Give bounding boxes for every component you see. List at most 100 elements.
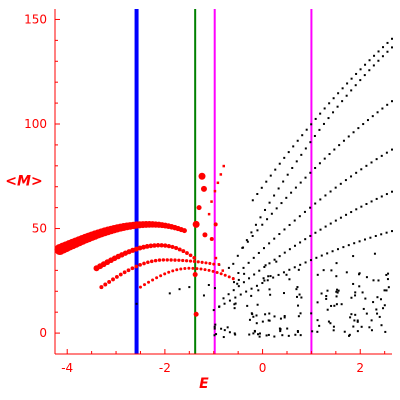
black-curve-3-point (261, 223, 264, 226)
black-curve-4-point (370, 161, 373, 164)
red-series-3-point (204, 261, 208, 265)
black-curve-6-point (369, 236, 372, 239)
red-series-2-point (188, 253, 193, 258)
red-series-4-point (151, 278, 155, 282)
black-scatter-point (372, 301, 375, 304)
black-scatter-point (386, 278, 389, 281)
black-scatter-point (255, 322, 258, 325)
black-scatter-point (349, 316, 352, 319)
black-curve-5-point (299, 241, 302, 244)
red-series-3-point (177, 258, 181, 262)
x-tick-label: 2 (356, 361, 364, 375)
red-series-4-point (138, 285, 142, 289)
red-series-2-point (159, 243, 164, 248)
black-curve-4-point (391, 148, 393, 151)
black-scatter-point (316, 273, 319, 276)
black-scatter-point (385, 273, 388, 276)
black-scatter-point (222, 336, 225, 339)
black-scatter-point (356, 320, 359, 323)
red-series-2-point (192, 256, 196, 260)
black-curve-4-point (334, 186, 337, 189)
black-curve-3-point (290, 191, 293, 194)
black-curve-2-point (359, 68, 362, 71)
black-curve-4-point (303, 210, 306, 213)
black-scatter-point (268, 312, 271, 315)
black-scatter-point (267, 275, 270, 278)
black-curve-4-point (237, 272, 240, 275)
black-curve-5-point (385, 193, 388, 196)
black-scatter-point (226, 326, 229, 329)
black-scatter-point (299, 334, 302, 337)
x-tick-label: -4 (61, 361, 73, 375)
black-scatter-point (282, 292, 285, 295)
black-curve-2-point (337, 92, 340, 95)
black-scatter-point (275, 260, 278, 263)
black-curve-5-point (278, 255, 281, 258)
black-curve-3-point (391, 100, 393, 103)
black-scatter-point (213, 287, 216, 290)
black-scatter-point (299, 312, 302, 315)
black-curve-4-point (288, 223, 291, 226)
black-scatter-point (250, 312, 253, 315)
black-scatter-point (336, 291, 339, 294)
black-curve-1-point (250, 231, 253, 234)
black-curve-6-point (266, 279, 269, 282)
black-scatter-point (332, 329, 335, 332)
red-series-4-point (203, 268, 207, 272)
black-scatter-point (311, 330, 314, 333)
black-point-series (135, 37, 393, 339)
red-series-3-point (146, 260, 150, 265)
black-scatter-point (233, 303, 236, 306)
red-series-3-point (107, 279, 112, 284)
black-scatter-point (297, 304, 300, 307)
black-curve-2-point (377, 50, 380, 53)
red-highlight-point (213, 222, 218, 227)
black-curve-6-point (385, 231, 388, 234)
black-scatter-point (373, 252, 376, 255)
black-curve-5-point (309, 234, 312, 237)
red-point-series (54, 164, 235, 317)
black-scatter-point (234, 302, 237, 305)
black-curve-1-point (341, 100, 344, 103)
black-scatter-point (300, 296, 303, 299)
reference-lines (134, 9, 313, 354)
black-scatter-point (298, 293, 301, 296)
black-scatter-point (316, 301, 319, 304)
black-scatter-point (255, 314, 258, 317)
red-highlight-point (209, 237, 214, 241)
black-curve-5-point (283, 251, 286, 254)
black-scatter-point (335, 295, 338, 298)
black-curve-5-point (304, 238, 307, 241)
red-series-4-point (175, 268, 179, 272)
red-series-4-point (195, 267, 199, 271)
black-scatter-point (354, 313, 357, 316)
black-curve-1-point (327, 117, 330, 120)
black-curve-6-point (245, 290, 248, 293)
black-curve-1-point (391, 46, 393, 49)
black-scatter-point (258, 335, 261, 338)
black-curve-2-point (296, 139, 299, 142)
black-scatter-point (358, 272, 361, 275)
red-series-4-point (211, 269, 215, 273)
black-scatter-point (330, 304, 333, 307)
black-curve-6-point (250, 287, 253, 290)
black-scatter-point (295, 295, 298, 298)
black-curve-5-point (314, 231, 317, 234)
red-series-3-point (157, 258, 162, 262)
black-curve-3-point (362, 123, 365, 126)
black-curve-2-point (274, 168, 277, 171)
black-curve-6-point (363, 238, 366, 241)
red-series-3-point (130, 266, 135, 271)
black-curve-6-point (331, 250, 334, 253)
black-scatter-point (207, 284, 210, 286)
black-curve-1-point (236, 254, 239, 257)
black-curve-6-point (380, 233, 383, 236)
black-curve-3-point (386, 103, 389, 106)
black-curve-5-point (288, 248, 291, 251)
black-scatter-point (356, 330, 359, 333)
black-scatter-point (253, 330, 256, 333)
red-series-3-point (134, 264, 139, 269)
black-curve-6-point (223, 302, 226, 305)
red-series-4-point (231, 277, 235, 281)
black-curve-1-point (359, 79, 362, 82)
